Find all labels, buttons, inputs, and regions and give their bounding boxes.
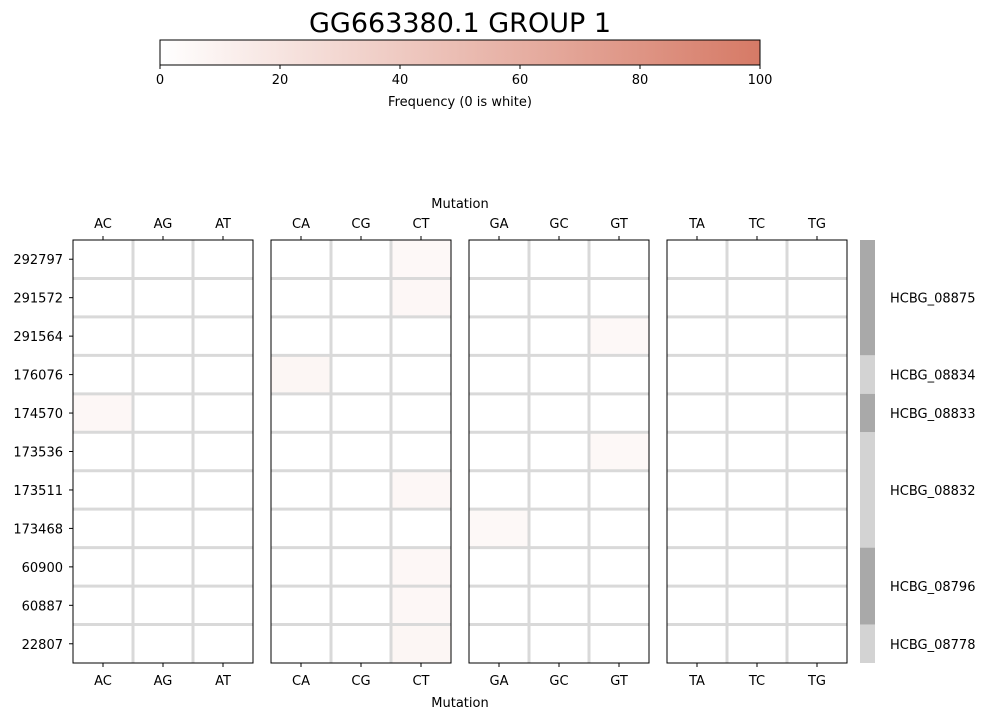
x-tick-label-bottom: GT bbox=[610, 674, 628, 689]
panel-border bbox=[468, 239, 650, 664]
heatmap-plot: AC AC AG AG AT AT CA CA CG CG CT CT GA GA GC GC GT GT TA TA… bbox=[13, 217, 975, 689]
colorbar-tick-label: 40 bbox=[392, 73, 409, 88]
y-tick-label: 291572 bbox=[13, 292, 63, 307]
panel-border bbox=[270, 239, 452, 664]
x-tick-label-top: AC bbox=[94, 217, 112, 232]
x-tick-label-bottom: CT bbox=[412, 674, 429, 689]
heatmap-cell bbox=[391, 278, 451, 317]
gene-group-label: HCBG_08834 bbox=[890, 369, 975, 384]
x-tick-label-top: TG bbox=[807, 217, 826, 232]
heatmap-panel bbox=[73, 240, 253, 663]
x-tick-label-bottom: CA bbox=[292, 674, 310, 689]
heatmap-cell bbox=[271, 355, 331, 394]
colorbar-tick-label: 0 bbox=[156, 73, 164, 88]
gene-group-bar bbox=[860, 393, 875, 433]
x-tick-label-bottom: AC bbox=[94, 674, 112, 689]
y-tick-label: 60900 bbox=[22, 561, 63, 576]
colorbar-tick-label: 80 bbox=[632, 73, 649, 88]
heatmap-cell bbox=[391, 624, 451, 663]
x-tick-label-bottom: AT bbox=[215, 674, 231, 689]
y-tick-label: 292797 bbox=[13, 253, 63, 268]
x-tick-label-bottom: TA bbox=[688, 674, 705, 689]
x-tick-label-top: AT bbox=[215, 217, 231, 232]
y-tick-label: 173536 bbox=[13, 446, 63, 461]
colorbar: 0 20 40 60 80 100 bbox=[156, 39, 773, 88]
y-tick-label: 174570 bbox=[13, 407, 63, 422]
gene-group-label: HCBG_08832 bbox=[890, 484, 975, 499]
colorbar-tick-label: 20 bbox=[272, 73, 289, 88]
x-tick-label-top: CT bbox=[412, 217, 429, 232]
heatmap-cell bbox=[391, 470, 451, 510]
heatmap-cell bbox=[391, 547, 451, 587]
colorbar-gradient bbox=[159, 39, 761, 66]
gene-group-label: HCBG_08833 bbox=[890, 407, 975, 422]
gene-group-label: HCBG_08796 bbox=[890, 580, 975, 595]
x-tick-label-bottom: GC bbox=[549, 674, 568, 689]
heatmap-panel bbox=[667, 240, 847, 663]
gene-group-bar bbox=[860, 624, 875, 663]
y-tick-label: 291564 bbox=[13, 330, 63, 345]
heatmap-cell bbox=[391, 240, 451, 279]
x-tick-label-bottom: TG bbox=[807, 674, 826, 689]
y-tick-label: 173468 bbox=[13, 522, 63, 537]
x-tick-label-top: GT bbox=[610, 217, 628, 232]
x-tick-label-top: CA bbox=[292, 217, 310, 232]
heatmap-cell bbox=[589, 316, 649, 356]
y-tick-label: 176076 bbox=[13, 369, 63, 384]
x-tick-label-bottom: GA bbox=[490, 674, 509, 689]
x-tick-label-top: TC bbox=[748, 217, 765, 232]
x-tick-label-top: GC bbox=[549, 217, 568, 232]
colorbar-tick-label: 100 bbox=[748, 73, 773, 88]
heatmap-cell bbox=[391, 586, 451, 625]
x-tick-label-top: CG bbox=[351, 217, 370, 232]
y-tick-label: 22807 bbox=[22, 638, 63, 653]
x-axis-label-top: Mutation bbox=[431, 197, 488, 212]
heatmap-cell bbox=[73, 393, 133, 433]
gene-group-bar bbox=[860, 355, 875, 394]
colorbar-tick-label: 60 bbox=[512, 73, 529, 88]
panel-background bbox=[667, 240, 847, 663]
heatmap-cell bbox=[469, 509, 529, 548]
heatmap-cell bbox=[589, 432, 649, 471]
x-tick-label-bottom: TC bbox=[748, 674, 765, 689]
panel-border bbox=[666, 239, 848, 664]
x-tick-label-bottom: AG bbox=[154, 674, 173, 689]
x-axis-label-bottom: Mutation bbox=[431, 696, 488, 711]
y-tick-label: 173511 bbox=[13, 484, 63, 499]
x-tick-label-top: GA bbox=[490, 217, 509, 232]
x-tick-label-top: TA bbox=[688, 217, 705, 232]
x-tick-label-bottom: CG bbox=[351, 674, 370, 689]
chart-title: GG663380.1 GROUP 1 bbox=[309, 8, 611, 39]
panel-background bbox=[73, 240, 253, 663]
y-tick-label: 60887 bbox=[22, 599, 63, 614]
gene-group-bar bbox=[860, 432, 875, 548]
colorbar-label: Frequency (0 is white) bbox=[388, 95, 532, 110]
gene-group-bar bbox=[860, 240, 875, 356]
x-tick-label-top: AG bbox=[154, 217, 173, 232]
gene-group-bar bbox=[860, 547, 875, 625]
gene-group-label: HCBG_08778 bbox=[890, 638, 975, 653]
gene-group-label: HCBG_08875 bbox=[890, 292, 975, 307]
